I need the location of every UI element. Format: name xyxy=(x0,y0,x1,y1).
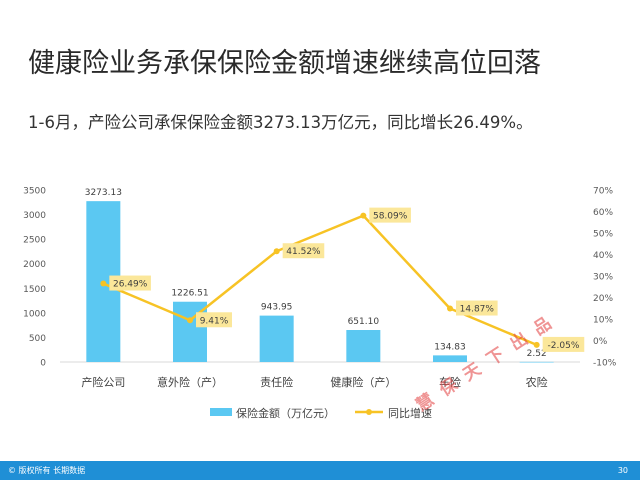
bar xyxy=(346,330,381,362)
left-tick-label: 500 xyxy=(29,334,46,344)
category-label: 产险公司 xyxy=(81,375,125,389)
slide-title: 健康险业务承保保险金额增速继续高位回落 xyxy=(28,48,541,79)
right-tick-label: 70% xyxy=(593,187,613,197)
line-value-tag: 9.41% xyxy=(196,312,232,328)
category-label: 意外险（产） xyxy=(157,375,223,389)
growth-line xyxy=(102,214,538,347)
combo-chart: 0 500 1000 1500 2000 2500 3000 3500 -10% 0% 10% 20… xyxy=(23,187,617,421)
bar-value-label: 651.10 xyxy=(348,317,380,327)
legend-line-marker xyxy=(366,409,372,415)
line-value-tag: 14.87% xyxy=(456,300,498,316)
line-value-labels: 26.49% 9.41% 41.52% 58.09% 14.87% -2.05% xyxy=(109,207,585,352)
right-tick-label: -10% xyxy=(593,359,617,369)
right-tick-label: 30% xyxy=(593,273,613,283)
left-tick-label: 3500 xyxy=(23,187,46,197)
left-tick-label: 1000 xyxy=(23,309,46,319)
left-tick-label: 0 xyxy=(40,359,46,369)
line-series xyxy=(100,212,540,348)
bar xyxy=(519,361,554,363)
line-value-box xyxy=(282,243,325,259)
line-value-tag: 58.09% xyxy=(369,207,411,223)
line-point xyxy=(447,305,453,312)
right-tick-label: 20% xyxy=(593,294,613,304)
category-label: 农险 xyxy=(526,375,548,389)
category-label: 责任险 xyxy=(260,375,293,389)
line-value-box xyxy=(369,207,411,223)
line-value-tag: -2.05% xyxy=(542,336,585,352)
bar-value-label: 2.52 xyxy=(527,349,547,359)
line-point xyxy=(100,280,107,287)
line-point xyxy=(187,317,193,324)
legend-bar-swatch xyxy=(210,408,232,416)
line-value-box xyxy=(456,300,498,316)
left-tick-label: 2500 xyxy=(23,236,46,246)
bar-value-label: 943.95 xyxy=(261,303,293,313)
category-labels: 产险公司 意外险（产） 责任险 健康险（产） 车险 农险 xyxy=(81,375,547,389)
left-tick-label: 3000 xyxy=(23,211,46,221)
right-tick-label: 40% xyxy=(593,251,613,261)
left-tick-label: 1500 xyxy=(23,285,46,295)
line-value-label: 58.09% xyxy=(373,212,408,222)
line-value-box xyxy=(109,275,151,291)
line-value-label: 9.41% xyxy=(200,316,229,326)
legend-bar-label: 保险金额（万亿元） xyxy=(236,406,335,420)
right-axis: -10% 0% 10% 20% 30% 40% 50% 60% 70% xyxy=(593,187,617,369)
right-tick-label: 0% xyxy=(593,337,608,347)
bar-value-labels: 3273.13 1226.51 943.95 651.10 134.83 2.52 xyxy=(85,188,547,359)
copyright-text: © 版权所有 长期数据 xyxy=(8,466,86,475)
line-value-tag: 41.52% xyxy=(282,243,325,259)
line-point xyxy=(273,248,280,255)
left-axis: 0 500 1000 1500 2000 2500 3000 3500 xyxy=(23,187,46,369)
bar-value-label: 3273.13 xyxy=(85,188,122,198)
line-value-label: 26.49% xyxy=(113,280,148,290)
bar-series xyxy=(86,201,554,363)
page-number: 30 xyxy=(617,466,628,475)
right-tick-label: 10% xyxy=(593,316,613,326)
line-point xyxy=(360,212,367,219)
bar-value-label: 134.83 xyxy=(434,342,466,352)
line-value-box xyxy=(196,312,232,328)
legend: 保险金额（万亿元） 同比增速 xyxy=(210,406,432,420)
legend-line-label: 同比增速 xyxy=(388,406,432,420)
line-value-tag: 26.49% xyxy=(109,275,151,291)
footer-bar: © 版权所有 长期数据 30 xyxy=(0,461,640,480)
right-tick-label: 60% xyxy=(593,208,613,218)
bar-value-label: 1226.51 xyxy=(171,289,208,299)
line-point xyxy=(533,341,540,348)
bar xyxy=(433,355,467,362)
line-value-label: 14.87% xyxy=(460,305,495,315)
right-tick-label: 50% xyxy=(593,230,613,240)
line-value-box xyxy=(542,336,585,352)
line-value-label: 41.52% xyxy=(286,247,321,257)
bar xyxy=(259,315,294,362)
slide-subtitle: 1-6月，产险公司承保保险金额3273.13万亿元，同比增长26.49%。 xyxy=(28,113,533,132)
category-label: 车险 xyxy=(439,375,461,389)
line-value-label: -2.05% xyxy=(548,341,580,351)
left-tick-label: 2000 xyxy=(23,260,46,270)
category-label: 健康险（产） xyxy=(330,375,396,389)
